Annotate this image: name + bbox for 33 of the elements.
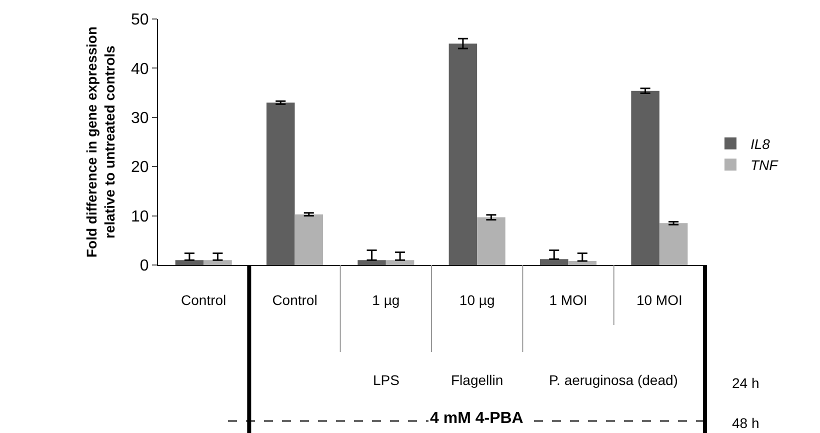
bar (631, 90, 660, 265)
bar (175, 260, 204, 265)
bar (477, 217, 506, 265)
legend-label: TNF (750, 157, 780, 174)
bar (294, 214, 324, 265)
y-tick-label: 20 (131, 159, 149, 176)
y-tick-label: 40 (131, 60, 149, 78)
bar (266, 102, 295, 265)
bar (358, 260, 386, 265)
x-tick-label: Control (272, 292, 318, 308)
x-tick-label: 1 µg (372, 292, 400, 308)
legend-label: IL8 (750, 136, 770, 152)
bar (568, 261, 597, 265)
y-tick-label: 30 (131, 110, 149, 127)
text: Flagellin (451, 372, 504, 388)
bar (386, 260, 414, 265)
text: 4 mM 4-PBA (430, 410, 524, 427)
y-tick-label: 10 (131, 208, 149, 226)
y-tick-label: 0 (140, 258, 149, 275)
x-tick-label: 10 MOI (636, 292, 682, 308)
x-tick-label: 1 MOI (549, 292, 588, 308)
x-tick-label: 10 µg (459, 292, 495, 308)
text: 48 h (732, 415, 760, 431)
x-tick-label: Control (181, 292, 226, 308)
bar (659, 223, 688, 265)
y-tick-label: 50 (131, 12, 149, 29)
text: 24 h (732, 375, 760, 391)
bar (540, 259, 568, 265)
bar (448, 44, 478, 265)
text: LPS (373, 372, 400, 388)
text: P. aeruginosa (dead) (549, 372, 678, 388)
y-axis-title: Fold difference in gene expression relative to untreated controls (83, 26, 118, 258)
bar (204, 260, 232, 265)
